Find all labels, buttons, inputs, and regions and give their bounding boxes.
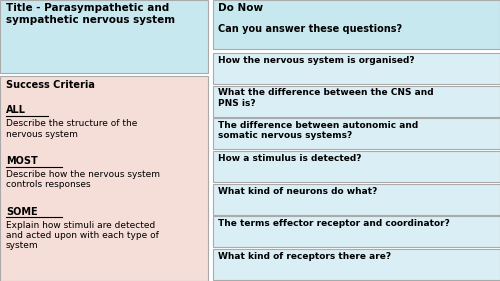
Text: Title - Parasympathetic and
sympathetic nervous system: Title - Parasympathetic and sympathetic … — [6, 3, 175, 25]
FancyBboxPatch shape — [0, 76, 208, 281]
Text: Describe how the nervous system
controls responses: Describe how the nervous system controls… — [6, 170, 160, 189]
FancyBboxPatch shape — [212, 118, 500, 149]
FancyBboxPatch shape — [212, 216, 500, 248]
FancyBboxPatch shape — [212, 151, 500, 182]
FancyBboxPatch shape — [212, 0, 500, 49]
Text: Success Criteria: Success Criteria — [6, 80, 95, 90]
FancyBboxPatch shape — [212, 249, 500, 280]
Text: SOME: SOME — [6, 207, 38, 217]
Text: What the difference between the CNS and
PNS is?: What the difference between the CNS and … — [218, 88, 434, 108]
FancyBboxPatch shape — [0, 0, 208, 73]
Text: The terms effector receptor and coordinator?: The terms effector receptor and coordina… — [218, 219, 450, 228]
FancyBboxPatch shape — [212, 85, 500, 117]
Text: How a stimulus is detected?: How a stimulus is detected? — [218, 154, 362, 163]
Text: Can you answer these questions?: Can you answer these questions? — [218, 24, 402, 35]
Text: ALL: ALL — [6, 105, 26, 115]
Text: How the nervous system is organised?: How the nervous system is organised? — [218, 56, 415, 65]
FancyBboxPatch shape — [212, 53, 500, 84]
Text: What kind of neurons do what?: What kind of neurons do what? — [218, 187, 378, 196]
Text: MOST: MOST — [6, 156, 38, 166]
Text: Do Now: Do Now — [218, 3, 264, 13]
Text: What kind of receptors there are?: What kind of receptors there are? — [218, 252, 392, 261]
Text: The difference between autonomic and
somatic nervous systems?: The difference between autonomic and som… — [218, 121, 419, 140]
FancyBboxPatch shape — [212, 184, 500, 215]
Text: Describe the structure of the
nervous system: Describe the structure of the nervous sy… — [6, 119, 138, 139]
Text: Explain how stimuli are detected
and acted upon with each type of
system: Explain how stimuli are detected and act… — [6, 221, 159, 250]
